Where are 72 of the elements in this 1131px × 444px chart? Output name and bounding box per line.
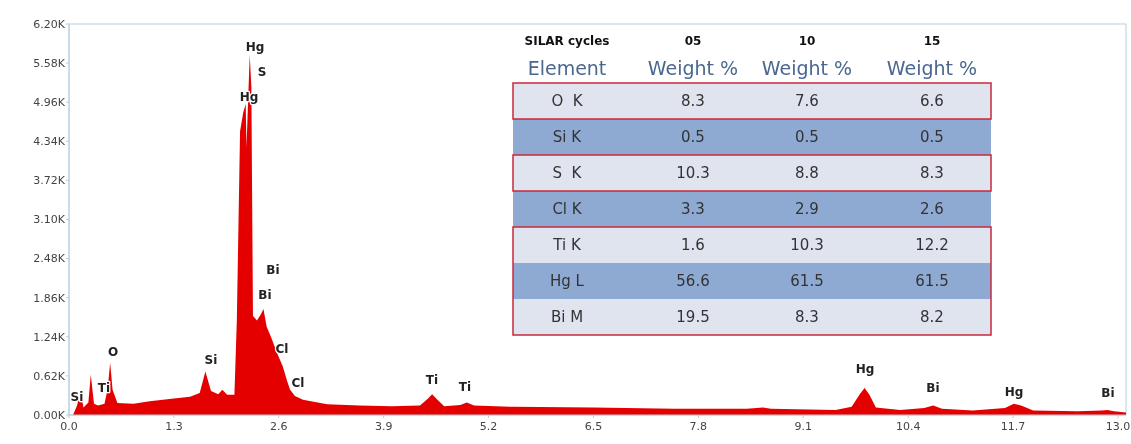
annotation: Ti [425, 373, 439, 388]
text: Element [527, 57, 607, 79]
y-tick-label: 0.62K [33, 369, 66, 383]
text: 10 [798, 34, 816, 48]
annotation: Weight % [761, 57, 853, 79]
annotation: Bi [258, 288, 272, 303]
data-label: 19.5 [676, 308, 710, 327]
x-tick-label: 3.9 [374, 420, 393, 433]
data-label: 8.2 [920, 308, 944, 327]
y-tick-label: 4.34K [33, 135, 66, 149]
annotation: Weight % [647, 57, 739, 79]
data-label: 8.3 [681, 92, 705, 111]
annotation: Ti [458, 380, 472, 395]
x-tick-label: 5.2 [479, 420, 498, 433]
category-label: O K [551, 92, 584, 111]
x-tick-label: 7.8 [689, 420, 708, 433]
data-label: 12.2 [915, 236, 949, 255]
annotation: Hg [855, 362, 875, 377]
y-tick-label: 3.72K [33, 174, 66, 188]
annotation: Cl [275, 342, 289, 357]
category-label: Si K [552, 128, 583, 147]
annotation: Weight % [886, 57, 978, 79]
y-tick-label: 6.20K [33, 17, 66, 31]
category-label: Ti K [552, 236, 582, 255]
text: 15 [923, 34, 941, 48]
x-tick-label: 11.7 [1000, 420, 1026, 433]
data-label: 3.3 [681, 200, 705, 219]
y-tick-label: 1.24K [33, 330, 66, 344]
annotation: Bi [926, 381, 940, 396]
data-label: 0.5 [920, 128, 944, 147]
annotation: Hg [245, 40, 265, 55]
x-tick-label: 6.5 [584, 420, 603, 433]
legend-title: SILAR cycles [524, 34, 610, 48]
category-label: Cl K [552, 200, 583, 219]
category-label: Hg L [550, 272, 585, 291]
data-label: 2.9 [795, 200, 819, 219]
x-tick-label: 0.0 [60, 420, 78, 433]
category-label: Bi M [550, 308, 584, 327]
annotation: Bi [1101, 386, 1115, 401]
x-tick-label: 10.4 [895, 420, 921, 433]
data-label: 2.6 [920, 200, 944, 219]
y-tick-label: 3.10K [33, 213, 66, 227]
annotation: O [107, 345, 119, 360]
data-label: 10.3 [676, 164, 710, 183]
data-label: 10.3 [790, 236, 824, 255]
annotation: Cl [291, 376, 305, 391]
y-tick-label: 0.00K [33, 408, 66, 422]
category-label: S K [552, 164, 583, 183]
annotation: Hg [1004, 385, 1024, 400]
data-label: 8.3 [795, 308, 819, 327]
y-tick-label: 4.96K [33, 96, 66, 110]
data-label: 61.5 [915, 272, 949, 291]
data-label: 0.5 [795, 128, 819, 147]
annotation: S [257, 65, 267, 80]
x-tick-label: 2.6 [270, 420, 288, 433]
annotation: Bi [266, 263, 280, 278]
x-tick-label: 13.0 [1105, 420, 1131, 433]
data-label: 7.6 [795, 92, 819, 111]
text: 05 [684, 34, 702, 48]
data-label: 6.6 [920, 92, 944, 111]
data-label: 56.6 [676, 272, 710, 291]
x-tick-label: 9.1 [794, 420, 812, 433]
x-tick-label: 1.3 [165, 420, 183, 433]
annotation: Si [204, 353, 218, 368]
data-label: 1.6 [681, 236, 705, 255]
data-label: 61.5 [790, 272, 824, 291]
y-tick-label: 1.86K [33, 291, 66, 305]
data-label: 8.8 [795, 164, 819, 183]
y-tick-label: 5.58K [33, 56, 66, 70]
data-label: 8.3 [920, 164, 944, 183]
data-label: 0.5 [681, 128, 705, 147]
y-tick-label: 2.48K [33, 252, 66, 266]
